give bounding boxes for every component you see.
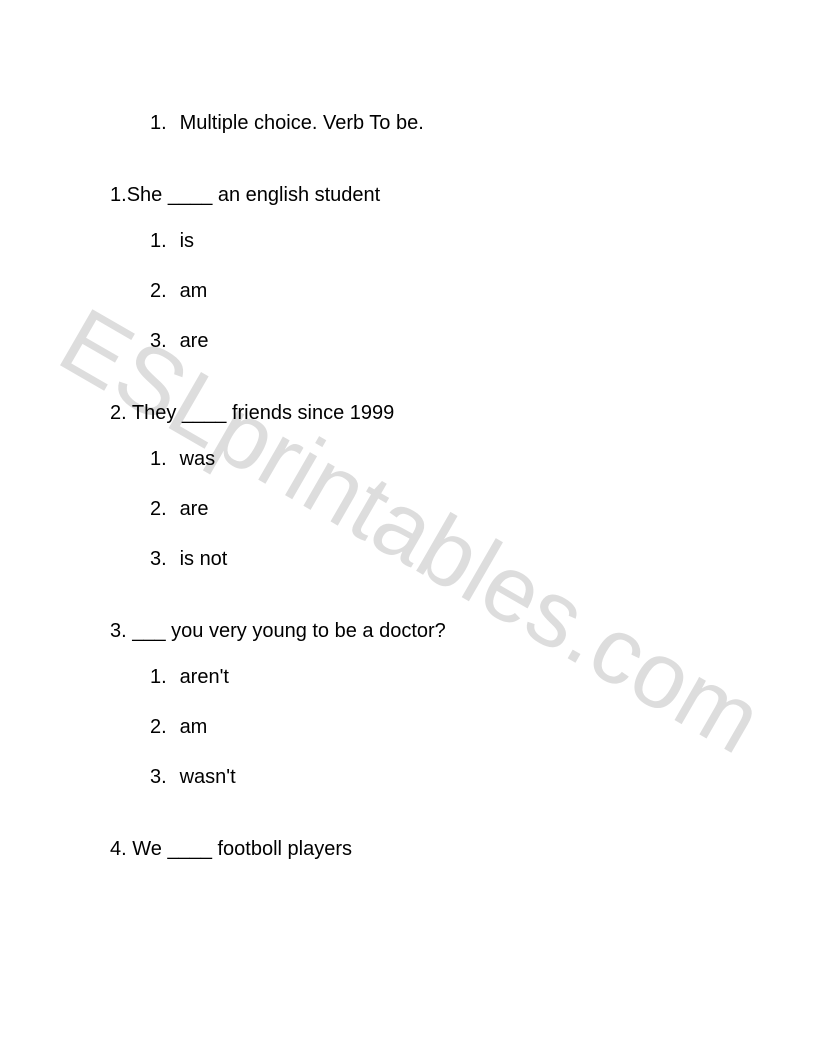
question-block: 1.She ____ an english student 1. is 2. a… xyxy=(110,182,711,354)
option-number: 3. xyxy=(150,328,174,354)
worksheet-title: 1. Multiple choice. Verb To be. xyxy=(150,110,711,136)
question-text: They ____ friends since 1999 xyxy=(132,402,394,424)
question-text: ___ you very young to be a doctor? xyxy=(132,620,446,642)
question-block: 3. ___ you very young to be a doctor? 1.… xyxy=(110,618,711,790)
options-list: 1. is 2. am 3. are xyxy=(150,228,711,354)
option-number: 1. xyxy=(150,228,174,254)
option-item: 3. wasn't xyxy=(150,764,711,790)
question-text: We ____ footboll players xyxy=(132,838,352,860)
option-item: 3. are xyxy=(150,328,711,354)
option-label: is xyxy=(180,230,194,252)
option-item: 1. aren't xyxy=(150,664,711,690)
options-list: 1. was 2. are 3. is not xyxy=(150,446,711,572)
option-label: was xyxy=(180,448,216,470)
title-text: Multiple choice. Verb To be. xyxy=(180,112,424,134)
option-number: 1. xyxy=(150,446,174,472)
option-label: are xyxy=(180,498,209,520)
option-label: aren't xyxy=(180,666,229,688)
option-number: 2. xyxy=(150,714,174,740)
option-label: are xyxy=(180,330,209,352)
option-number: 3. xyxy=(150,764,174,790)
option-number: 1. xyxy=(150,664,174,690)
question-number: 1. xyxy=(110,184,127,206)
question-prompt: 3. ___ you very young to be a doctor? xyxy=(110,618,711,644)
question-prompt: 4. We ____ footboll players xyxy=(110,836,711,862)
option-label: is not xyxy=(180,548,228,570)
option-item: 3. is not xyxy=(150,546,711,572)
worksheet-page: ESLprintables.com 1. Multiple choice. Ve… xyxy=(0,0,821,1062)
option-number: 3. xyxy=(150,546,174,572)
option-label: wasn't xyxy=(180,766,236,788)
option-label: am xyxy=(180,280,208,302)
option-item: 1. is xyxy=(150,228,711,254)
option-number: 2. xyxy=(150,496,174,522)
option-item: 2. am xyxy=(150,714,711,740)
question-number: 2. xyxy=(110,402,127,424)
options-list: 1. aren't 2. am 3. wasn't xyxy=(150,664,711,790)
question-number: 4. xyxy=(110,838,127,860)
question-prompt: 1.She ____ an english student xyxy=(110,182,711,208)
option-label: am xyxy=(180,716,208,738)
option-number: 2. xyxy=(150,278,174,304)
option-item: 2. are xyxy=(150,496,711,522)
option-item: 1. was xyxy=(150,446,711,472)
title-number: 1. xyxy=(150,110,174,136)
question-prompt: 2. They ____ friends since 1999 xyxy=(110,400,711,426)
question-block: 2. They ____ friends since 1999 1. was 2… xyxy=(110,400,711,572)
question-number: 3. xyxy=(110,620,127,642)
option-item: 2. am xyxy=(150,278,711,304)
content-area: 1. Multiple choice. Verb To be. 1.She __… xyxy=(110,110,711,862)
question-text: She ____ an english student xyxy=(127,184,381,206)
question-block: 4. We ____ footboll players xyxy=(110,836,711,862)
